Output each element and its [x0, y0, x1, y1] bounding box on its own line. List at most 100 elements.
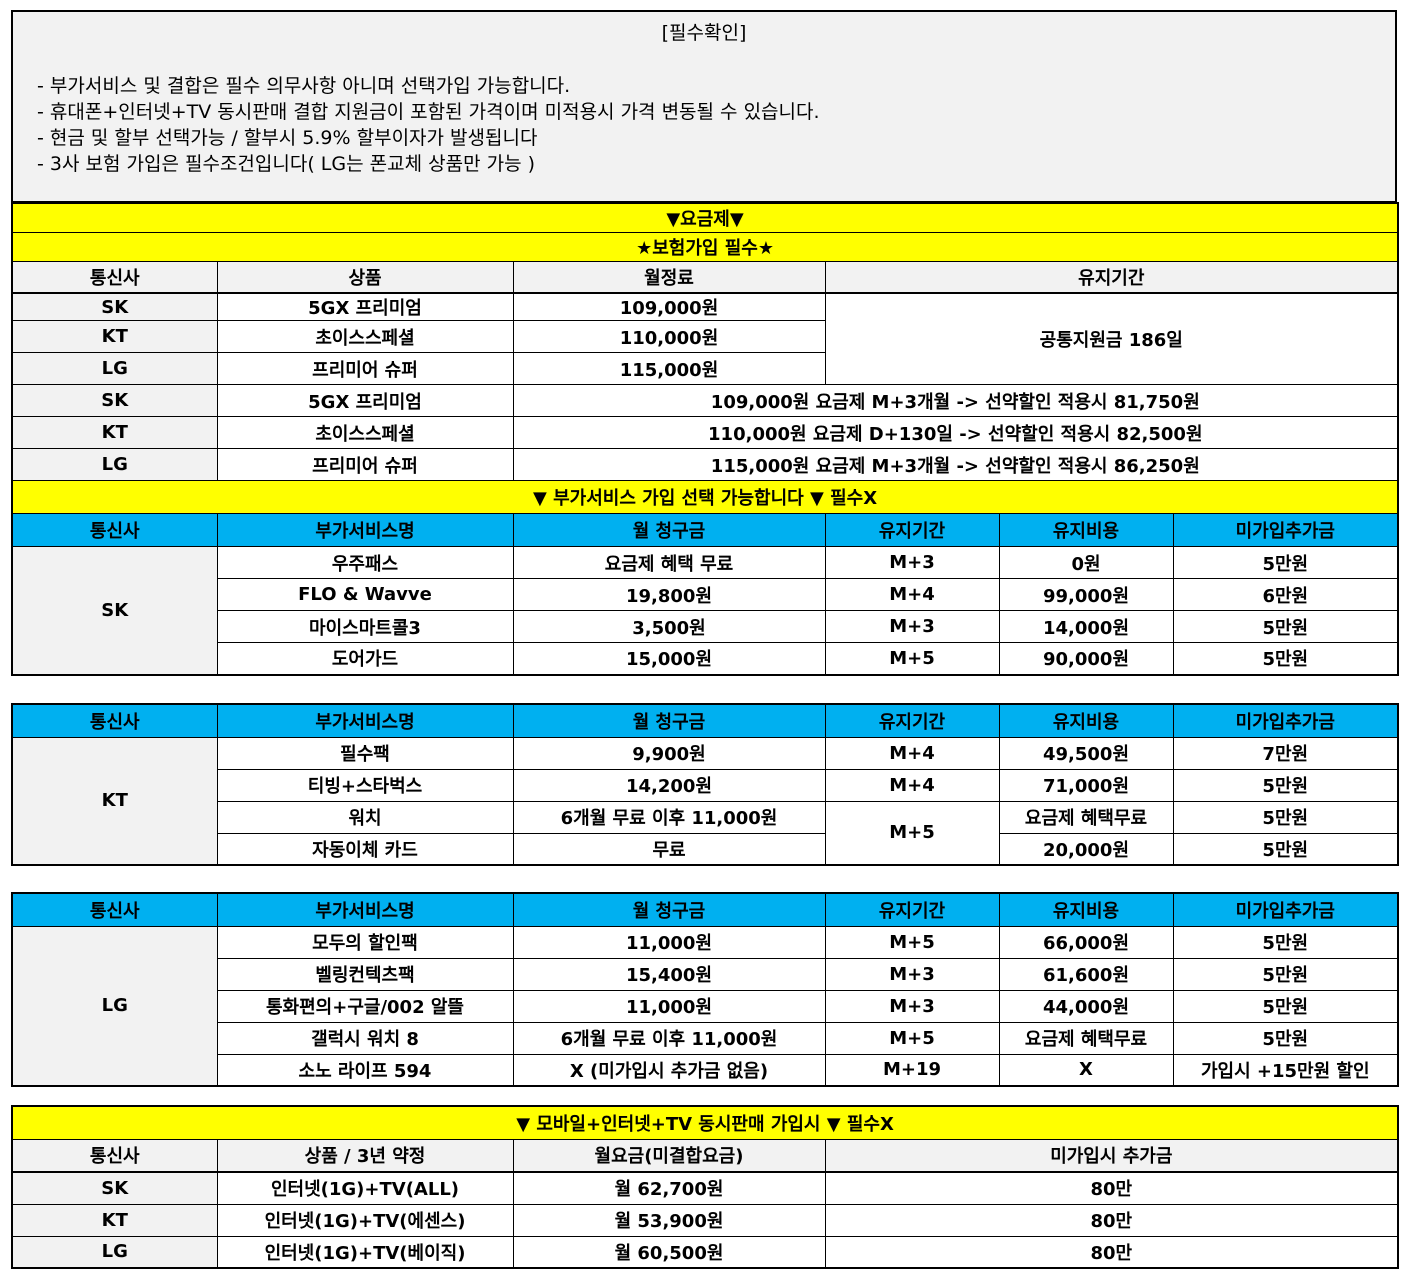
- discount-row: KT 초이스스페셜 110,000원 요금제 D+130일 -> 선약할인 적용시 …: [11, 416, 1399, 449]
- product-cell: 인터넷(1G)+TV(베이직): [216, 1235, 514, 1269]
- retention-cost: 90,000원: [998, 642, 1174, 675]
- non-subscription-fee: 6만원: [1172, 578, 1399, 611]
- carrier-cell: SK: [11, 546, 218, 675]
- addon-name: 워치: [216, 800, 514, 834]
- addon-row: KT 필수팩 9,900원 M+4 49,500원 7만원: [11, 736, 1399, 866]
- column-header: 미가입추가금: [1172, 513, 1399, 547]
- retention-period: M+4: [824, 578, 1000, 611]
- addon-row: 자동이체 카드 무료 20,000원 5만원: [12, 832, 1399, 866]
- retention-period: M+3: [824, 546, 1000, 579]
- monthly-charge: 11,000원: [512, 989, 826, 1023]
- non-subscription-fee: 5만원: [1172, 957, 1399, 991]
- product-cell: 초이스스페셜: [216, 416, 514, 449]
- column-header: 통신사: [11, 513, 218, 547]
- banner-row: ▼요금제▼: [11, 202, 1399, 233]
- plans-banner: ▼요금제▼: [11, 202, 1399, 233]
- plan-row: LG 프리미어 슈퍼 115,000원: [11, 352, 1398, 385]
- addon-name: 자동이체 카드: [216, 832, 514, 866]
- header-row: 통신사 부가서비스명 월 청구금 유지기간 유지비용 미가입추가금: [11, 703, 1399, 738]
- column-header: 통신사: [11, 1138, 218, 1173]
- addon-name: 소노 라이프 594: [216, 1053, 514, 1087]
- addon-name: 마이스마트콜3: [216, 610, 514, 643]
- retention-cost: 66,000원: [998, 925, 1174, 959]
- bundle-table: ▼ 모바일+인터넷+TV 동시판매 가입시 ▼ 필수X 통신사 상품 / 3년 약정…: [11, 1105, 1400, 1269]
- bundle-row: LG 인터넷(1G)+TV(베이직) 월 60,500원 80만: [11, 1235, 1399, 1269]
- column-header: 부가서비스명: [216, 892, 514, 927]
- retention-period: M+5: [824, 800, 1000, 866]
- extra-fee-cell: 80만: [824, 1235, 1399, 1269]
- addon-name: 필수팩: [216, 736, 514, 770]
- column-header: 통신사: [11, 260, 218, 294]
- carrier-cell: LG: [11, 925, 218, 1087]
- carrier-cell: KT: [11, 320, 218, 353]
- product-cell: 초이스스페셜: [216, 320, 514, 353]
- monthly-charge: 3,500원: [512, 610, 826, 643]
- non-subscription-fee: 5만원: [1172, 989, 1399, 1023]
- retention-period: M+3: [824, 610, 1000, 643]
- notice-box: [필수확인] - 부가서비스 및 결합은 필수 의무사항 아니며 선택가입 가능…: [11, 10, 1397, 202]
- banner-row: ▼ 모바일+인터넷+TV 동시판매 가입시 ▼ 필수X: [11, 1105, 1399, 1140]
- column-header: 유지기간: [824, 703, 1000, 738]
- column-header: 미가입시 추가금: [824, 1138, 1399, 1173]
- column-header: 유지비용: [998, 513, 1174, 547]
- addon-name: 모두의 할인팩: [216, 925, 514, 959]
- monthly-charge: 14,200원: [512, 768, 826, 802]
- non-subscription-fee: 5만원: [1172, 800, 1399, 834]
- addon-row: 티빙+스타벅스 14,200원 M+4 71,000원 5만원: [12, 768, 1399, 802]
- addon-row: LG 모두의 할인팩 11,000원 M+5 66,000원 5만원: [11, 925, 1399, 1087]
- header-row: 통신사 부가서비스명 월 청구금 유지기간 유지비용 미가입추가금: [11, 892, 1399, 927]
- retention-period: M+3: [824, 989, 1000, 1023]
- non-subscription-fee: 5만원: [1172, 925, 1399, 959]
- non-subscription-fee: 5만원: [1172, 610, 1399, 643]
- addon-name: 갤럭시 워치 8: [216, 1021, 514, 1055]
- extra-fee-cell: 80만: [824, 1171, 1399, 1205]
- monthly-charge: 요금제 혜택 무료: [512, 546, 826, 579]
- column-header: 통신사: [11, 892, 218, 927]
- carrier-cell: LG: [11, 1235, 218, 1269]
- addon-row: 소노 라이프 594 X (미가입시 추가금 없음) M+19 X 가입시 +15만원 …: [12, 1053, 1399, 1087]
- header-row: 통신사 상품 / 3년 약정 월요금(미결합요금) 미가입시 추가금: [11, 1138, 1399, 1173]
- column-header: 월 청구금: [512, 892, 826, 927]
- addon-name: 벨링컨텍츠팩: [216, 957, 514, 991]
- header-row: 통신사 부가서비스명 월 청구금 유지기간 유지비용 미가입추가금: [11, 513, 1399, 547]
- addon-row: 도어가드 15,000원 M+5 90,000원 5만원: [12, 642, 1399, 675]
- retention-period: M+4: [824, 736, 1000, 770]
- notice-line: - 3사 보험 가입은 필수조건입니다( LG는 폰교체 상품만 가능 ): [37, 153, 535, 175]
- monthly-charge: 15,000원: [512, 642, 826, 675]
- retention-cost: 71,000원: [998, 768, 1174, 802]
- product-cell: 5GX 프리미엄: [216, 292, 514, 321]
- plans-table: ▼요금제▼ ★보험가입 필수★ 통신사 상품 월정료 유지기간 SK 5GX 프리미엄 109,…: [11, 202, 1400, 676]
- notice-line: - 현금 및 할부 선택가능 / 할부시 5.9% 할부이자가 발생됩니다: [37, 127, 538, 149]
- plans-and-sk-addons-section: ▼요금제▼ ★보험가입 필수★ 통신사 상품 월정료 유지기간 SK 5GX 프리미엄 109,…: [11, 202, 1400, 676]
- bundle-row: KT 인터넷(1G)+TV(에센스) 월 53,900원 80만: [11, 1203, 1399, 1237]
- monthly-charge: 15,400원: [512, 957, 826, 991]
- carrier-cell: SK: [11, 1171, 218, 1205]
- non-subscription-fee: 7만원: [1172, 736, 1399, 770]
- extra-fee-cell: 80만: [824, 1203, 1399, 1237]
- fee-cell: 109,000원: [512, 292, 826, 321]
- addon-row: FLO & Wavve 19,800원 M+4 99,000원 6만원: [12, 578, 1399, 611]
- addon-row: 통화편의+구글/002 알뜰 11,000원 M+3 44,000원 5만원: [12, 989, 1399, 1023]
- column-header: 월 청구금: [512, 703, 826, 738]
- monthly-charge: 11,000원: [512, 925, 826, 959]
- retention-cell: 공통지원금 186일: [824, 292, 1399, 385]
- retention-period: M+5: [824, 1021, 1000, 1055]
- retention-period: M+4: [824, 768, 1000, 802]
- retention-cost: 0원: [998, 546, 1174, 579]
- addon-row: 갤럭시 워치 8 6개월 무료 이후 11,000원 M+5 요금제 혜택무료 5만원: [12, 1021, 1399, 1055]
- discount-cell: 109,000원 요금제 M+3개월 -> 선약할인 적용시 81,750원: [512, 384, 1399, 417]
- notice-title: [필수확인]: [661, 22, 747, 44]
- monthly-charge: 9,900원: [512, 736, 826, 770]
- retention-period: M+5: [824, 642, 1000, 675]
- monthly-charge: 6개월 무료 이후 11,000원: [512, 800, 826, 834]
- banner-row: ★보험가입 필수★: [11, 231, 1399, 262]
- retention-cost: 요금제 혜택무료: [998, 800, 1174, 834]
- column-header: 유지비용: [998, 703, 1174, 738]
- carrier-cell: LG: [11, 352, 218, 385]
- non-subscription-fee: 5만원: [1172, 642, 1399, 675]
- product-cell: 인터넷(1G)+TV(ALL): [216, 1171, 514, 1205]
- product-cell: 5GX 프리미엄: [216, 384, 514, 417]
- retention-cost: 요금제 혜택무료: [998, 1021, 1174, 1055]
- monthly-fee-cell: 월 62,700원: [512, 1171, 826, 1205]
- retention-cost: 99,000원: [998, 578, 1174, 611]
